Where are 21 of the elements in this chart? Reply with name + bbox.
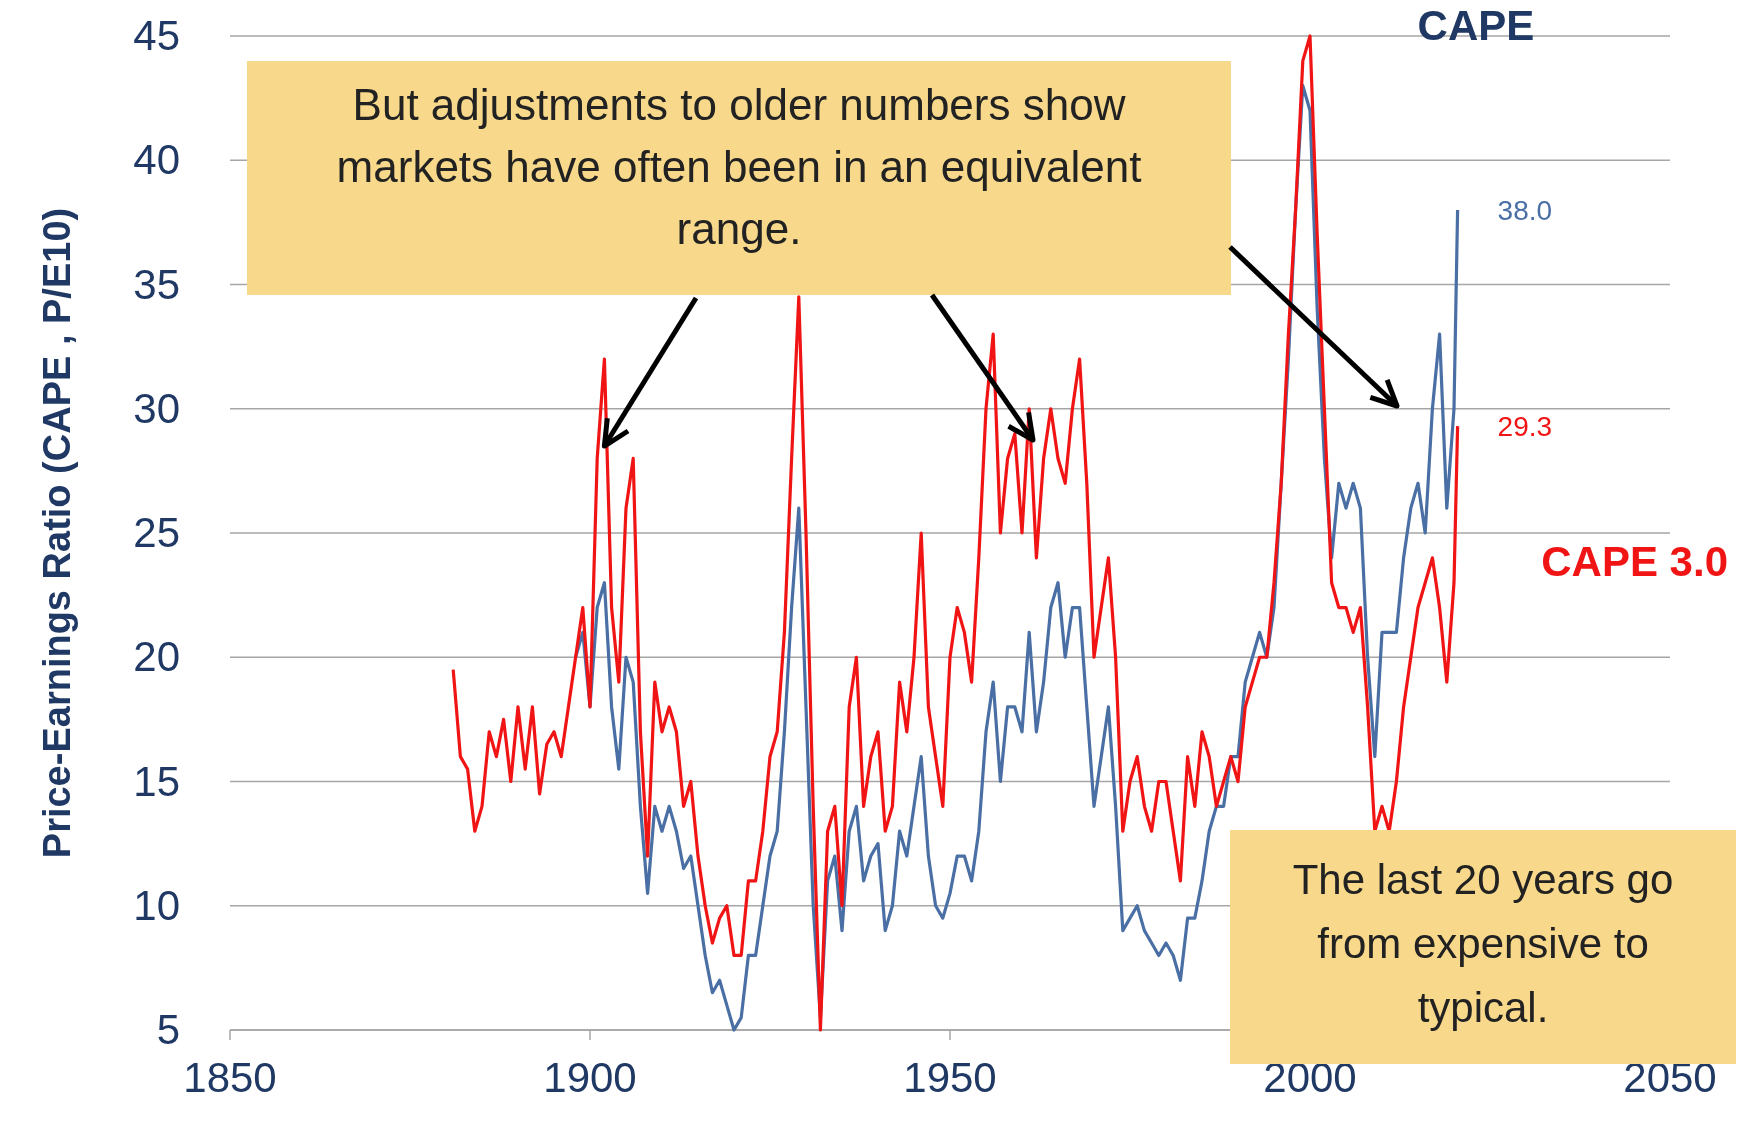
y-tick-label: 5 (156, 1006, 180, 1053)
y-axis-title: Price-Earnings Ratio (CAPE , P/E10) (36, 207, 78, 859)
y-tick-label: 20 (133, 633, 180, 681)
x-tick-label: 1950 (903, 1054, 997, 1101)
text: CAPE 3.0 (1541, 538, 1728, 586)
y-tick-label: 25 (133, 509, 180, 556)
data-label: 38.0 (1497, 194, 1553, 226)
x-tick-label: 2000 (1263, 1054, 1357, 1101)
text: CAPE (1417, 1, 1535, 49)
y-tick-label: 35 (133, 260, 180, 308)
y-tick-label: 10 (133, 881, 180, 929)
x-tick-label: 1850 (183, 1054, 277, 1101)
annotation: But adjustments to older numbers show markets have often been in an equivalent range. (336, 80, 1142, 253)
annotation: The last 20 years go from expensive to typical. (1292, 856, 1674, 1031)
y-tick-label: 45 (133, 12, 180, 59)
y-tick-label: 30 (133, 384, 180, 432)
y-tick-label: 15 (133, 757, 180, 805)
x-tick-label: 2050 (1623, 1054, 1717, 1101)
x-tick-label: 1900 (543, 1054, 637, 1101)
y-tick-label: 40 (133, 136, 180, 184)
data-label: 29.3 (1497, 411, 1553, 443)
